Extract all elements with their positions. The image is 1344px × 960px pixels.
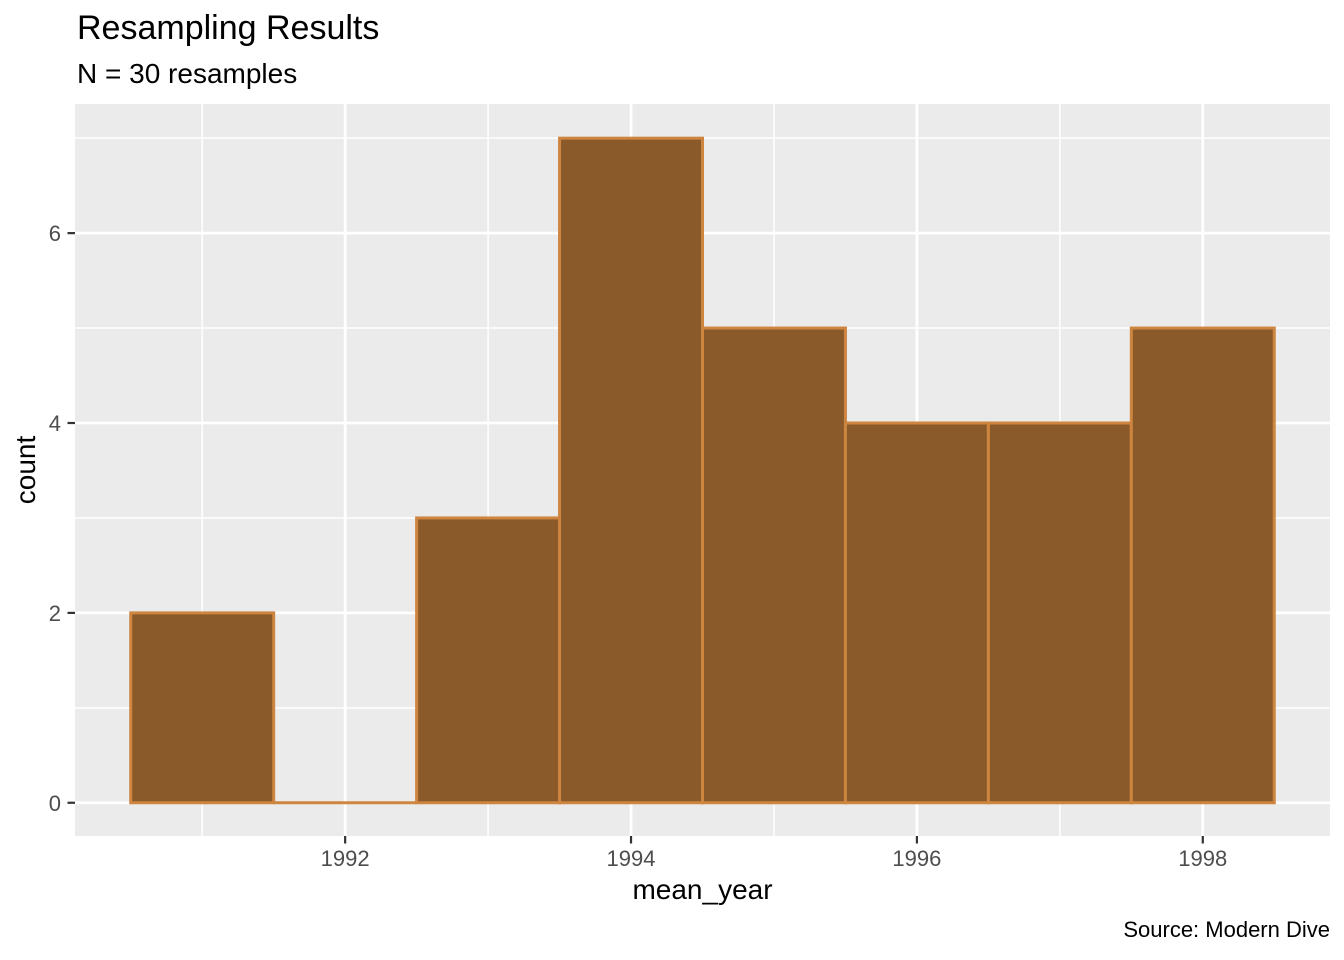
histogram-bar [415,516,562,805]
histogram-bar [843,421,990,805]
y-axis-title: count [10,435,41,505]
x-tick-label: 1994 [607,846,656,871]
histogram-bar [701,326,847,805]
histogram-bar [558,136,705,805]
histogram-bar [1129,326,1276,805]
histogram-bar [129,611,276,805]
x-tick-label: 1996 [892,846,941,871]
y-tick-label: 2 [49,601,61,626]
y-tick-label: 6 [49,221,61,246]
x-tick-label: 1998 [1178,846,1227,871]
x-tick-label: 1992 [321,846,370,871]
y-tick-label: 4 [49,411,61,436]
histogram-bar [986,421,1133,805]
y-tick-label: 0 [49,791,61,816]
chart-title: Resampling Results [77,9,380,47]
x-axis-title: mean_year [632,874,773,905]
chart-caption: Source: Modern Dive [1123,917,1330,942]
chart-subtitle: N = 30 resamples [77,58,298,89]
